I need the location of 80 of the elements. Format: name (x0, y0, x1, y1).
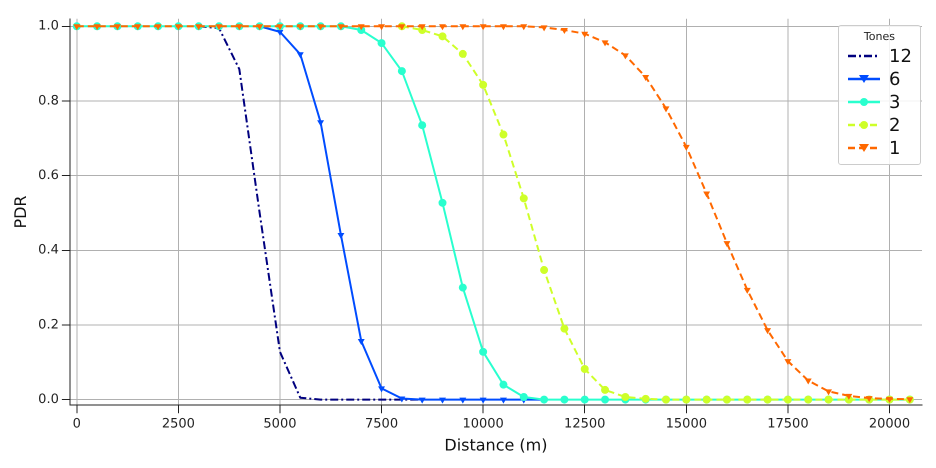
point (602, 40, 609, 46)
point (317, 120, 324, 126)
point (784, 359, 792, 366)
point (560, 28, 568, 34)
point (296, 52, 304, 58)
legend-label: 1 (889, 138, 900, 159)
point (845, 394, 852, 400)
legend-label: 3 (889, 92, 900, 113)
point (378, 39, 386, 48)
point (499, 380, 508, 389)
y-tick-label: 0.6 (38, 168, 59, 183)
point (744, 288, 751, 294)
point (500, 398, 507, 404)
point (622, 53, 629, 60)
point (439, 398, 446, 404)
x-tick-label: 15000 (666, 416, 707, 432)
point (459, 398, 466, 404)
point (621, 392, 630, 401)
point (804, 378, 812, 385)
point (418, 121, 426, 130)
point (439, 24, 446, 30)
x-tick-label: 20000 (868, 416, 910, 432)
point (418, 24, 426, 30)
point (520, 194, 528, 202)
y-axis-title: PDR (10, 195, 30, 229)
point (520, 24, 528, 30)
point (276, 30, 284, 36)
point (540, 266, 548, 274)
point (337, 232, 344, 239)
point (358, 24, 365, 30)
y-tick-label: 0.8 (38, 93, 59, 108)
point (560, 396, 568, 404)
point (662, 106, 670, 112)
point (499, 130, 508, 139)
x-tick-label: 10000 (462, 416, 504, 432)
point (581, 32, 588, 38)
point (398, 67, 406, 76)
point (438, 32, 446, 40)
point (479, 80, 488, 89)
point (601, 396, 610, 404)
point (825, 389, 832, 396)
point (458, 50, 467, 58)
x-tick-label: 0 (72, 416, 81, 432)
y-tick-label: 0.2 (38, 317, 59, 332)
x-axis-title: Distance (m) (444, 436, 548, 455)
point (560, 324, 568, 333)
point (580, 364, 589, 373)
point (703, 192, 710, 198)
point (642, 75, 650, 82)
legend-title: Tones (862, 30, 896, 43)
point (398, 396, 406, 402)
point (601, 386, 610, 394)
point (459, 24, 466, 30)
y-tick-label: 0.4 (38, 242, 59, 258)
x-tick-label: 7500 (365, 416, 398, 432)
point (358, 338, 365, 345)
point (378, 386, 386, 392)
point (520, 392, 528, 401)
x-tick-label: 5000 (263, 416, 297, 432)
point (500, 24, 507, 30)
point (682, 144, 690, 151)
point (580, 396, 589, 404)
point (480, 24, 487, 30)
point (438, 198, 446, 207)
point (418, 398, 426, 404)
y-tick-label: 0.0 (38, 392, 59, 407)
point (378, 24, 386, 30)
point (723, 241, 730, 248)
point (480, 398, 487, 404)
legend-label: 6 (889, 68, 900, 90)
point (764, 328, 772, 334)
y-tick-label: 1.0 (38, 18, 59, 34)
point (458, 284, 467, 292)
point (540, 25, 548, 32)
x-tick-label: 12500 (564, 416, 606, 432)
point (479, 348, 488, 356)
x-tick-label: 2500 (162, 416, 195, 432)
legend-label: 2 (889, 114, 900, 136)
x-tick-label: 17500 (767, 416, 809, 432)
legend-label: 12 (889, 46, 912, 67)
